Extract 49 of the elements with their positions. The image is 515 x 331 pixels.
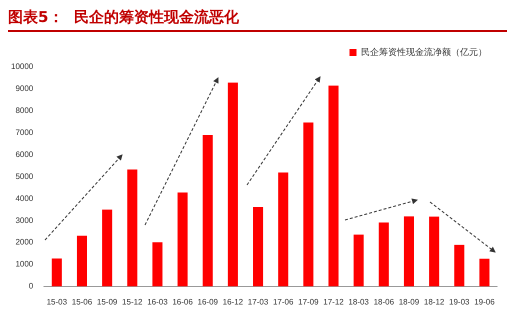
x-tick-label: 17-03	[248, 297, 269, 306]
y-tick-label: 9000	[15, 84, 34, 94]
bar	[253, 206, 264, 286]
bar	[404, 216, 414, 286]
bar	[354, 234, 364, 286]
x-tick-label: 17-12	[323, 297, 344, 306]
bar	[429, 216, 440, 286]
y-tick-label: 6000	[15, 150, 34, 159]
x-tick-label: 17-09	[298, 297, 320, 306]
x-tick-label: 18-09	[398, 297, 420, 306]
x-tick-label: 15-12	[122, 297, 144, 306]
y-tick-label: 10000	[10, 62, 34, 72]
bar	[454, 244, 464, 286]
bar	[178, 192, 188, 286]
bar	[102, 210, 112, 286]
y-tick-label: 3000	[15, 216, 34, 225]
bar	[328, 86, 339, 286]
bar	[303, 122, 314, 286]
y-tick-label: 4000	[15, 194, 34, 203]
bar	[479, 258, 490, 286]
y-tick-label: 1000	[15, 260, 34, 269]
bar	[127, 169, 138, 286]
y-tick-label: 8000	[15, 106, 34, 116]
x-tick-label: 19-06	[474, 297, 496, 306]
x-tick-label: 15-09	[96, 297, 118, 306]
y-tick-label: 5000	[15, 172, 34, 181]
x-tick-label: 16-03	[147, 297, 168, 306]
bar	[52, 258, 62, 286]
x-tick-label: 18-12	[424, 297, 445, 306]
y-tick-label: 0	[28, 282, 34, 291]
x-tick-label: 18-03	[348, 297, 370, 306]
x-tick-label: 15-03	[46, 297, 68, 306]
y-tick-label: 2000	[15, 238, 34, 247]
bar	[278, 172, 288, 286]
y-tick-label: 7000	[15, 128, 34, 138]
bar	[76, 236, 88, 286]
x-tick-label: 16-12	[222, 297, 244, 306]
x-tick-label: 17-06	[272, 297, 294, 306]
x-tick-label: 16-09	[198, 297, 219, 306]
x-tick-label: 15-06	[72, 297, 93, 306]
bar	[152, 242, 162, 286]
bar	[378, 222, 389, 286]
chart-title: 图表5： 民企的筹资性现金流恶化	[8, 8, 507, 32]
x-tick-label: 16-06	[172, 297, 194, 306]
x-tick-label: 18-06	[374, 297, 395, 306]
bar	[202, 135, 213, 286]
x-tick-label: 19-03	[449, 297, 470, 306]
legend-label: 民企筹资性现金流净额（亿元）	[361, 46, 487, 58]
bar	[228, 82, 238, 286]
